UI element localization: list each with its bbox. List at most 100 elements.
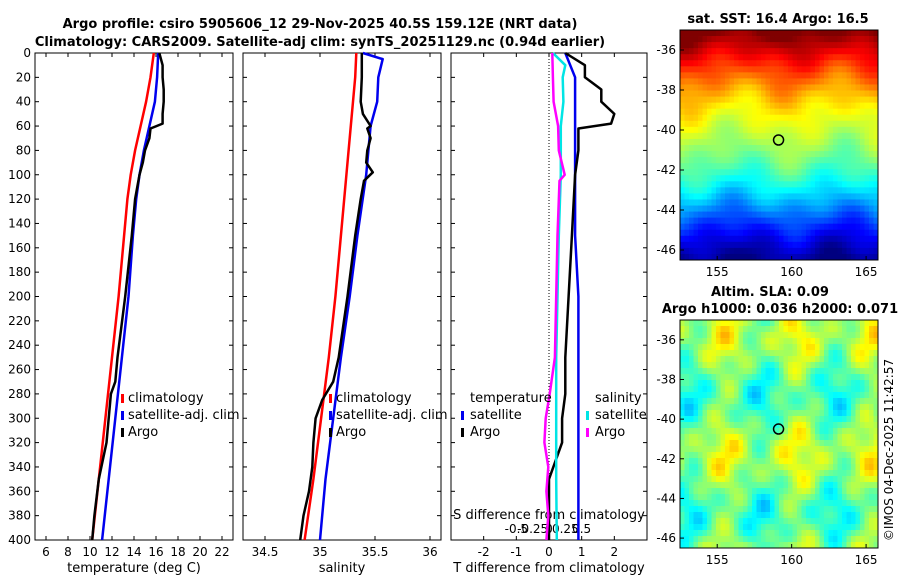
map-cell: [756, 78, 762, 85]
map-cell: [819, 90, 825, 97]
map-cell: [702, 488, 708, 495]
map-cell: [824, 320, 829, 327]
map-cell: [770, 193, 775, 200]
map-cell: [842, 470, 847, 477]
map-cell: [725, 120, 730, 128]
map-cell: [752, 241, 757, 249]
map-cell: [792, 488, 798, 495]
map-cell: [747, 512, 753, 519]
map-cell: [824, 235, 829, 243]
map-cell: [846, 434, 852, 441]
map-cell: [765, 440, 771, 447]
map-cell: [783, 368, 789, 375]
map-cell: [855, 199, 861, 206]
map-cell: [693, 60, 699, 67]
map-cell: [752, 350, 757, 357]
map-cell: [792, 30, 798, 37]
map-cell: [725, 494, 730, 501]
map-cell: [815, 380, 820, 387]
map-cell: [824, 440, 829, 447]
map-cell: [810, 163, 816, 170]
map-cell: [707, 114, 712, 122]
map-cell: [774, 151, 780, 158]
map-cell: [851, 42, 856, 49]
map-cell: [761, 157, 766, 164]
map-cell: [770, 151, 775, 158]
map-cell: [761, 530, 766, 537]
map-cell: [873, 66, 879, 73]
map-cell: [779, 410, 784, 417]
map-cell: [711, 84, 717, 91]
map-cell: [765, 78, 771, 85]
map-cell: [806, 247, 811, 255]
map-cell: [783, 410, 789, 417]
map-cell: [873, 181, 879, 188]
map-cell: [801, 320, 807, 327]
map-cell: [824, 241, 829, 249]
map-cell: [684, 175, 690, 182]
map-cell: [797, 145, 802, 152]
map-cell: [770, 241, 775, 249]
y-tick-label: 140: [8, 216, 31, 230]
map-cell: [716, 452, 721, 459]
map-cell: [711, 500, 717, 507]
map-cell: [846, 374, 852, 381]
map-cell: [860, 72, 865, 79]
map-cell: [855, 488, 861, 495]
map-cell: [738, 54, 744, 61]
map-cell: [824, 193, 829, 200]
map-cell: [761, 446, 766, 453]
map-cell: [869, 476, 874, 483]
map-cell: [770, 78, 775, 85]
map-cell: [806, 446, 811, 453]
map-cell: [819, 398, 825, 405]
map-cell: [815, 416, 820, 423]
map-cell: [765, 464, 771, 471]
map-cell: [819, 320, 825, 327]
map-cell: [752, 476, 757, 483]
map-cell: [860, 410, 865, 417]
map-cell: [855, 512, 861, 519]
map-cell: [815, 247, 820, 255]
map-cell: [707, 36, 712, 43]
map-cell: [779, 78, 784, 85]
map-cell: [815, 512, 820, 519]
map-cell: [860, 193, 865, 200]
map-cell: [729, 542, 735, 549]
map-cell: [756, 428, 762, 435]
map-cell: [842, 344, 847, 351]
legend-swatch: [586, 411, 589, 420]
map-cell: [855, 404, 861, 411]
map-cell: [693, 404, 699, 411]
map-cell: [806, 181, 811, 188]
map-cell: [810, 434, 816, 441]
map-cell: [707, 187, 712, 194]
map-cell: [689, 120, 694, 128]
map-cell: [797, 524, 802, 531]
map-cell: [779, 326, 784, 333]
map-cell: [837, 374, 843, 381]
map-cell: [855, 193, 861, 200]
map-cell: [869, 326, 874, 333]
map-cell: [801, 193, 807, 200]
map-cell: [743, 506, 748, 513]
map-cell: [837, 428, 843, 435]
map-cell: [738, 374, 744, 381]
map-cell: [680, 476, 685, 483]
map-cell: [869, 500, 874, 507]
map-cell: [779, 488, 784, 495]
map-cell: [824, 60, 829, 67]
map-cell: [716, 392, 721, 399]
map-cell: [716, 338, 721, 345]
map-cell: [720, 374, 726, 381]
map-cell: [846, 488, 852, 495]
map-cell: [756, 464, 762, 471]
map-cell: [725, 78, 730, 85]
map-cell: [752, 54, 757, 61]
map-cell: [846, 332, 852, 339]
map-cell: [788, 223, 793, 231]
map-cell: [716, 102, 721, 110]
map-cell: [680, 536, 685, 543]
map-cell: [855, 440, 861, 447]
map-cell: [833, 350, 838, 357]
